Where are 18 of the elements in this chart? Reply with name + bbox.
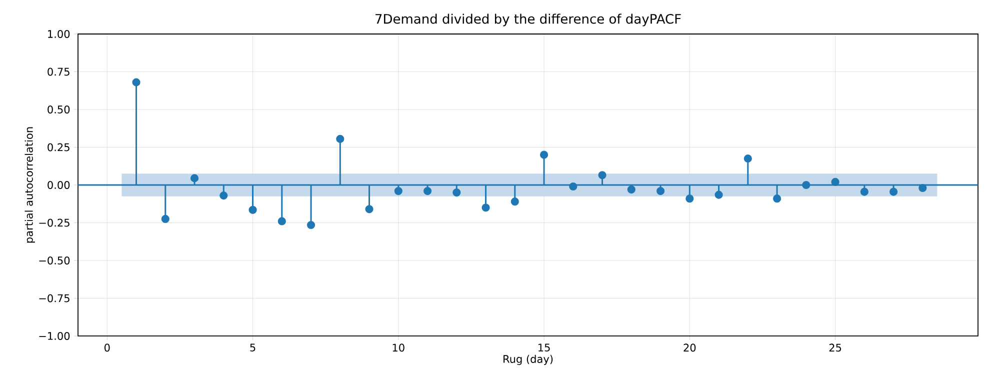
x-tick-label: 5: [250, 344, 256, 352]
y-tick-label: 0.00: [48, 181, 70, 189]
y-tick-label: −0.25: [39, 218, 70, 227]
y-tick-label: 0.25: [48, 143, 70, 152]
x-tick-label: 25: [829, 344, 842, 352]
y-tick-label: 0.75: [48, 68, 70, 76]
y-axis-title: partial autocorrelation: [24, 127, 35, 243]
x-tick-label: 0: [104, 344, 110, 352]
y-tick-label: 0.50: [48, 106, 70, 114]
x-tick-label: 20: [684, 344, 696, 352]
chart-title: 7Demand divided by the difference of dayPACF: [376, 14, 681, 26]
x-tick-label: 10: [392, 344, 404, 352]
x-axis-title: Rug (day): [504, 354, 553, 365]
y-tick-label: −1.00: [39, 332, 70, 340]
x-tick-label: 15: [538, 344, 550, 352]
y-tick-label: 1.00: [48, 30, 70, 38]
y-tick-label: −0.75: [39, 294, 70, 302]
y-tick-label: −0.50: [39, 256, 70, 264]
